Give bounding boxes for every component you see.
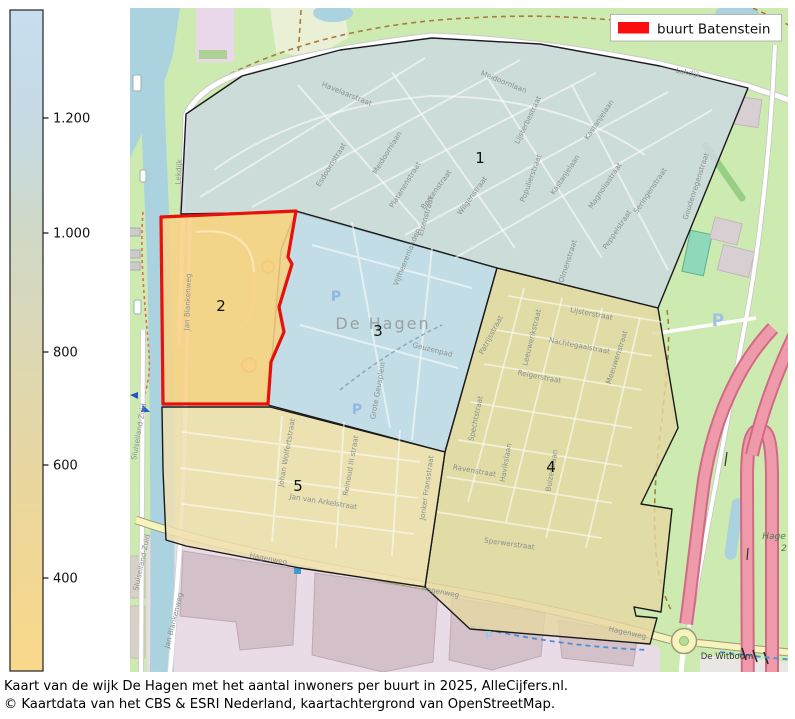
street-label: Lekdijk [173,158,183,184]
colorbar-tick-label: 600 [53,459,78,474]
legend-swatch [618,22,649,34]
oneway-arrow-icon [130,392,138,399]
street-label: De Witboom [701,652,753,662]
region-labels-layer: 1 3 4 5 2 [216,149,556,495]
region-5-polygon[interactable] [161,406,446,588]
geuzenpad-path [339,324,443,391]
sports-field [681,229,713,277]
regions-layer [159,37,749,645]
colorbar-tick-label: 800 [53,346,78,361]
region-1-label: 1 [475,149,485,167]
parking-icon: P [352,402,362,418]
colorbar-ticks: 1.200 1.000 800 600 400 [43,112,90,587]
allotment-area [196,8,234,62]
bus-stop-marker [294,567,301,574]
region-4-label: 4 [546,458,556,476]
colorbar-gradient [9,9,44,672]
street-label: Hage [762,532,786,542]
parking-icon: P [712,311,724,331]
region-3-label: 3 [373,322,383,340]
region-5-label: 5 [293,477,303,495]
map-legend: buurt Batenstein [610,14,782,42]
place-labels-layer: De Hagen [335,314,430,333]
region-2-label: 2 [216,297,226,315]
oneway-arrow-icon [141,405,150,412]
legend-label: buurt Batenstein [657,22,770,38]
region-4-polygon[interactable] [424,267,679,645]
parking-icon: P [485,629,493,642]
stream [469,625,788,661]
motorway [679,323,788,672]
captions: Kaart van de wijk De Hagen met het aanta… [4,679,568,712]
colorbar-tick-label: 1.000 [53,227,90,242]
parking-icon: P [331,289,341,305]
river-lek [130,8,759,672]
colorbar-tick-label: 1.200 [53,112,90,127]
poi-layer: P P P P [331,289,724,642]
caption-title: Kaart van de wijk De Hagen met het aanta… [4,679,568,694]
inner-streets [179,57,713,557]
industrial-area [130,535,788,672]
region-2-polygon[interactable] [159,209,298,406]
street-label: Jan Blankenweg [182,273,193,331]
roads [138,32,788,672]
street-label: 2 [781,544,787,554]
place-label: De Hagen [335,314,430,333]
colorbar-tick-label: 400 [53,572,78,587]
colorbar: 1.200 1.000 800 600 400 [9,9,90,672]
caption-attribution: © Kaartdata van het CBS & ESRI Nederland… [4,697,555,712]
